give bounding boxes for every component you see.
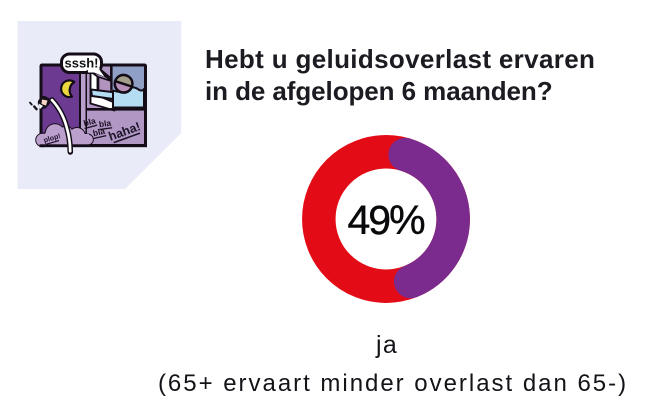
svg-text:bla: bla xyxy=(98,118,112,130)
svg-text:sssh!: sssh! xyxy=(65,56,99,71)
svg-text:bla: bla xyxy=(92,126,106,139)
svg-text:bla: bla xyxy=(82,115,97,128)
